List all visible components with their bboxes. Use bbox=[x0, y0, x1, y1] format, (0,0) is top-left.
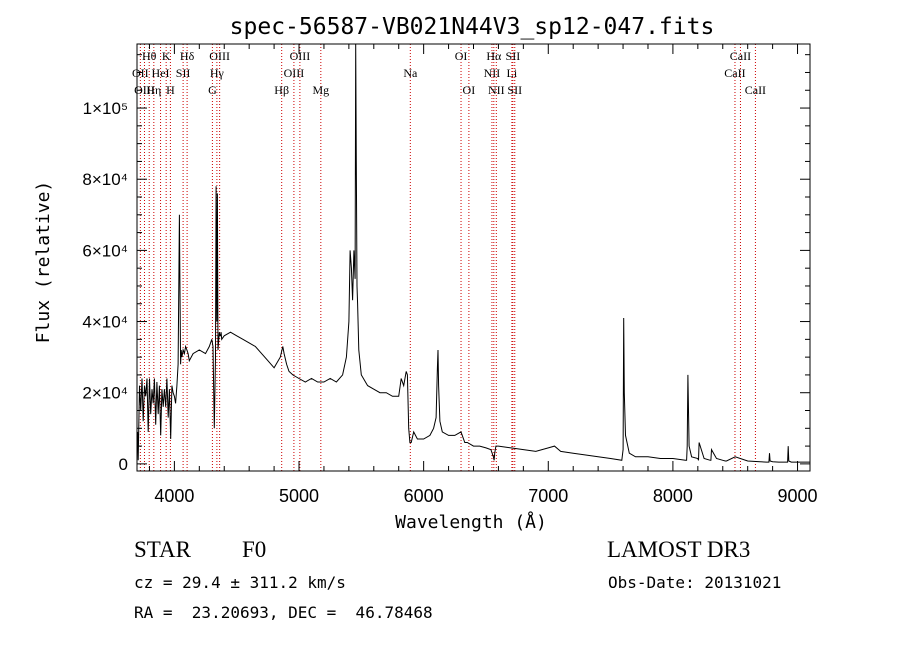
line-marker-label: NII bbox=[484, 66, 501, 80]
y-tick-label: 1×10⁵ bbox=[83, 99, 128, 118]
line-marker-label: G bbox=[208, 83, 217, 97]
line-marker-label: OI bbox=[455, 49, 468, 63]
line-marker-label: SII bbox=[507, 83, 522, 97]
line-marker-label: NII bbox=[488, 83, 505, 97]
line-marker-label: Hα bbox=[486, 49, 502, 63]
line-marker-label: OIII bbox=[209, 49, 230, 63]
spectrum-series-line bbox=[136, 43, 810, 463]
line-marker-label: OI bbox=[463, 83, 476, 97]
chart-title: spec-56587-VB021N44V3_sp12-047.fits bbox=[230, 14, 715, 40]
y-tick-label: 0 bbox=[119, 455, 128, 474]
redshift-readout: cz = 29.4 ± 311.2 km/s bbox=[134, 573, 346, 592]
line-marker-label: CaII bbox=[745, 83, 766, 97]
line-marker-label: OIII bbox=[290, 49, 311, 63]
line-marker-label: Mg bbox=[312, 83, 329, 97]
object-class: STAR bbox=[134, 537, 191, 562]
y-tick-label: 4×10⁴ bbox=[82, 313, 128, 332]
line-marker-label: OIII bbox=[284, 66, 305, 80]
line-marker-label: OIII bbox=[134, 83, 155, 97]
y-tick-label: 2×10⁴ bbox=[82, 384, 128, 403]
line-marker-label: Hη bbox=[146, 83, 161, 97]
y-tick-label: 8×10⁴ bbox=[82, 170, 128, 189]
x-tick-label: 7000 bbox=[528, 486, 568, 506]
x-tick-label: 9000 bbox=[778, 486, 818, 506]
line-marker-label: HeI bbox=[152, 66, 170, 80]
x-tick-label: 8000 bbox=[653, 486, 693, 506]
line-markers bbox=[139, 44, 756, 471]
x-axis-label: Wavelength (Å) bbox=[395, 511, 547, 533]
y-axis: 0 2×10⁴ 4×10⁴ 6×10⁴ 8×10⁴ 1×10⁵ bbox=[82, 54, 810, 474]
line-marker-label: Hδ bbox=[180, 49, 195, 63]
x-tick-label: 5000 bbox=[279, 486, 319, 506]
line-marker-label: Hθ bbox=[142, 49, 157, 63]
line-marker-label: OII bbox=[132, 66, 149, 80]
line-marker-label: Hγ bbox=[210, 66, 225, 80]
x-tick-label: 4000 bbox=[154, 486, 194, 506]
line-marker-label: K bbox=[162, 49, 171, 63]
line-marker-label: Li bbox=[507, 66, 518, 80]
line-marker-label: SII bbox=[506, 49, 521, 63]
y-axis-label: Flux (relative) bbox=[33, 181, 54, 344]
line-marker-label: SII bbox=[176, 66, 191, 80]
line-marker-label: Hβ bbox=[274, 83, 289, 97]
line-marker-label: Na bbox=[403, 66, 418, 80]
line-marker-label: H bbox=[166, 83, 175, 97]
coordinates: RA = 23.20693, DEC = 46.78468 bbox=[134, 603, 433, 622]
line-marker-label: CaII bbox=[730, 49, 751, 63]
x-axis: 4000 5000 6000 7000 8000 9000 bbox=[148, 44, 818, 506]
obs-date: Obs-Date: 20131021 bbox=[608, 573, 782, 592]
survey-label: LAMOST DR3 bbox=[607, 537, 751, 562]
x-tick-label: 6000 bbox=[404, 486, 444, 506]
object-subclass: F0 bbox=[242, 537, 267, 562]
line-marker-label: CaII bbox=[724, 66, 745, 80]
plot-frame bbox=[136, 43, 811, 472]
y-tick-label: 6×10⁴ bbox=[82, 241, 128, 260]
